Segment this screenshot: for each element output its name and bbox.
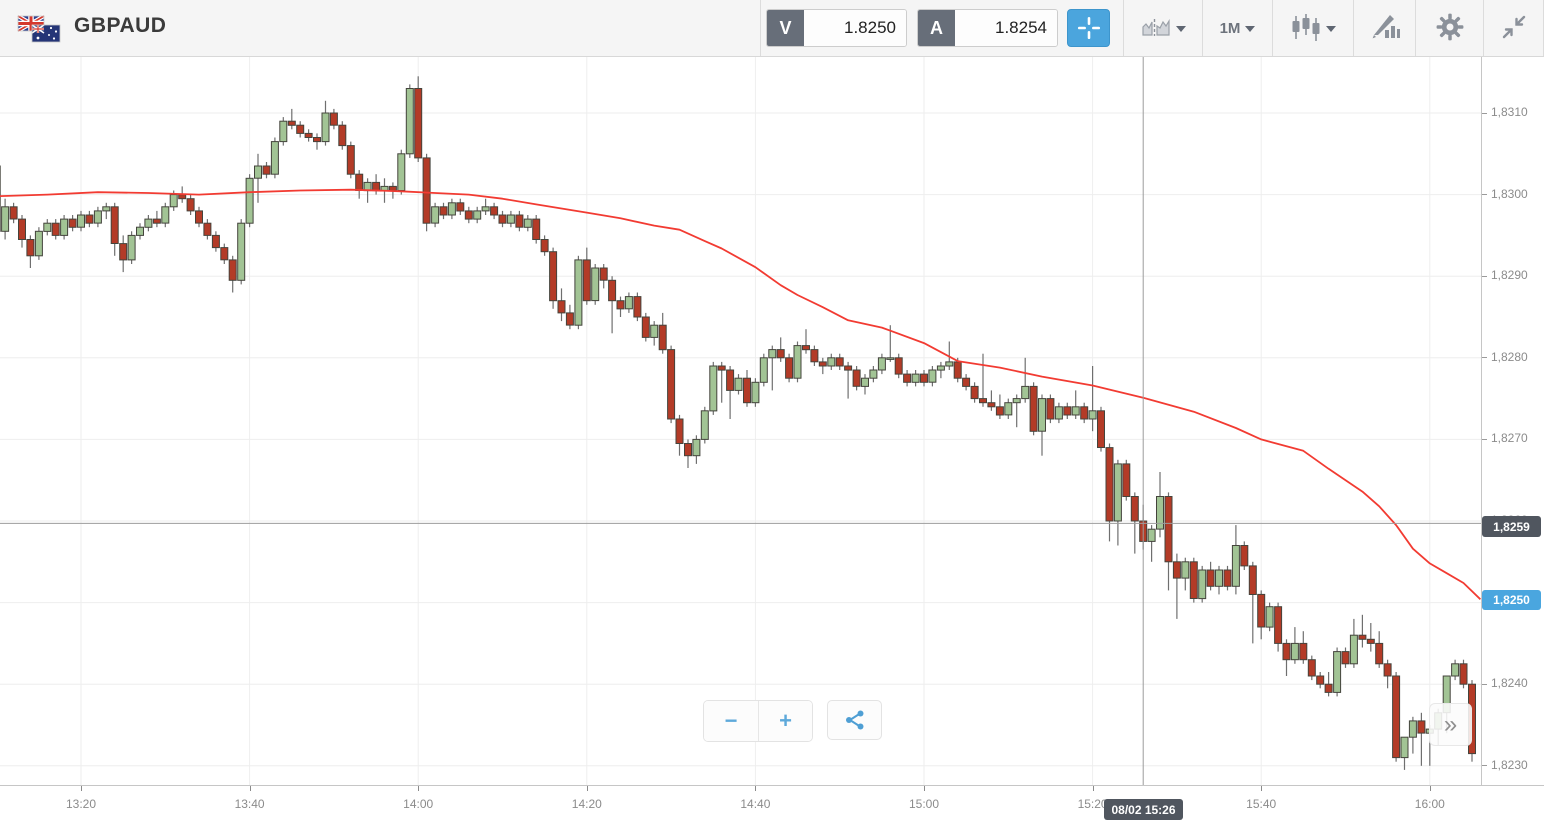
price-tick-label: 1,8300 <box>1491 186 1528 201</box>
chevron-down-icon <box>1325 26 1336 32</box>
time-tick-label: 14:20 <box>571 797 602 811</box>
drawing-tools-icon <box>1370 14 1400 43</box>
time-tick-mark <box>418 786 420 791</box>
time-tick-label: 14:40 <box>740 797 771 811</box>
price-tick-label: 1,8240 <box>1491 676 1528 691</box>
price-tick-mark <box>1482 112 1487 114</box>
time-tick-mark <box>81 786 82 791</box>
chevron-down-icon <box>1245 26 1256 32</box>
chevron-down-icon <box>1175 26 1186 32</box>
crosshair-tool-button[interactable] <box>1067 9 1110 47</box>
collapse-button[interactable] <box>1483 0 1544 56</box>
header-separator <box>760 0 761 56</box>
uk-australia-flag-icon <box>16 14 62 44</box>
crosshair-icon <box>1068 15 1109 41</box>
share-icon <box>828 708 881 732</box>
price-tick-label: 1,8280 <box>1491 349 1528 364</box>
time-tick-label: 13:20 <box>65 797 97 811</box>
buy-button[interactable]: A <box>918 10 955 46</box>
time-tick-label: 14:00 <box>403 797 434 811</box>
time-tick-mark <box>1429 786 1431 791</box>
price-tick-mark <box>1482 357 1487 359</box>
settings-button[interactable] <box>1415 0 1483 56</box>
time-tick-label: 15:40 <box>1246 797 1277 811</box>
price-tick-mark <box>1482 438 1487 440</box>
time-tick-label: 15:00 <box>908 797 940 811</box>
compare-charts-icon <box>1141 15 1171 42</box>
compare-charts-button[interactable] <box>1123 0 1202 56</box>
timeframe-button[interactable]: 1M <box>1202 0 1272 56</box>
sell-button[interactable]: V <box>767 10 804 46</box>
scroll-to-latest-button[interactable]: » <box>1429 703 1472 746</box>
chart-header: GBPAUD V 1.8250 A 1.8254 <box>0 0 1544 57</box>
price-axis[interactable]: 1,83101,83001,82901,82801,82701,82601,82… <box>1481 57 1544 785</box>
time-tick-label: 13:40 <box>234 797 265 811</box>
price-tick-mark <box>1482 683 1487 685</box>
time-tick-mark <box>1092 786 1094 791</box>
candlestick-type-icon <box>1291 13 1321 44</box>
timeframe-label: 1M <box>1219 19 1241 37</box>
chart-type-button[interactable] <box>1272 0 1353 56</box>
sell-price: 1.8250 <box>804 10 906 46</box>
share-button[interactable] <box>827 700 882 740</box>
crosshair-time-badge: 08/02 15:26 <box>1104 799 1183 820</box>
zoom-out-button[interactable]: − <box>704 701 758 741</box>
symbol-title: GBPAUD <box>74 14 167 37</box>
time-tick-mark <box>586 786 588 791</box>
time-tick-mark <box>924 786 925 791</box>
time-axis[interactable]: 13:20 13:40 14:00 14:20 14:40 15:00 15:20 15:40… <box>0 785 1544 823</box>
price-tick-mark <box>1482 765 1487 767</box>
drawing-tools-button[interactable] <box>1353 0 1415 56</box>
price-tick-label: 1,8230 <box>1491 757 1528 772</box>
time-tick-mark <box>249 786 251 791</box>
price-tick-mark <box>1482 194 1487 196</box>
crosshair-price-badge: 1,8259 <box>1482 516 1541 537</box>
zoom-controls: − + <box>703 700 813 742</box>
time-tick-label: 16:00 <box>1414 797 1445 811</box>
price-tick-mark <box>1482 275 1487 277</box>
candlestick-chart[interactable] <box>0 57 1481 785</box>
time-tick-mark <box>1261 786 1263 791</box>
sell-quote: V 1.8250 <box>766 9 907 47</box>
header-toolbar: 1M <box>1123 0 1544 56</box>
last-price-badge: 1,8250 <box>1482 590 1541 610</box>
buy-quote: A 1.8254 <box>917 9 1058 47</box>
gear-icon <box>1436 13 1464 44</box>
ma-line <box>0 188 1481 600</box>
australia-flag <box>31 24 61 43</box>
price-tick-label: 1,8270 <box>1491 431 1528 446</box>
price-tick-label: 1,8310 <box>1491 105 1528 119</box>
zoom-in-button[interactable]: + <box>758 701 812 741</box>
price-tick-label: 1,8290 <box>1491 268 1528 283</box>
collapse-icon <box>1501 14 1527 43</box>
time-tick-mark <box>755 786 757 791</box>
time-tick-label: 15:20 <box>1077 797 1108 811</box>
buy-price: 1.8254 <box>955 10 1057 46</box>
